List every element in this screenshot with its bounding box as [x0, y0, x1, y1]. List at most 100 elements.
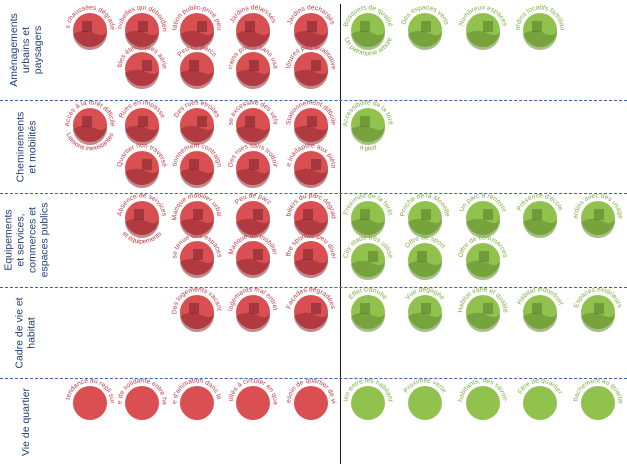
- photo-building-shape: [483, 303, 493, 314]
- photo-building-shape: [483, 209, 493, 220]
- photo-ground-shape: [236, 30, 271, 51]
- pos-badge-svg: Habitat varié et qualité: [457, 286, 509, 333]
- row-title-line: Equipements: [2, 209, 14, 271]
- neg-badge-svg: Manque de solidarité entre habitants: [116, 377, 168, 420]
- neg-badge-svg: Des chaussées dégradées: [64, 4, 116, 51]
- photo-building-shape: [197, 116, 207, 127]
- photo-building-shape: [197, 21, 207, 32]
- neg-badge-svg: Clôtures peu qualitatives: [285, 43, 337, 90]
- negative-photo-disc: [73, 386, 107, 420]
- row-separator: [0, 100, 627, 101]
- pos-badge-svg: Offre de commerces: [457, 234, 509, 281]
- pos-badge-svg: Offre de sport: [404, 234, 446, 281]
- neg-badge-svg: Une offre sportive peu diversifiée: [285, 232, 337, 279]
- row-title-line: urbains et: [20, 26, 33, 74]
- positive-photo-disc: [351, 386, 385, 420]
- positive-photo-disc: [466, 386, 500, 420]
- photo-ground-shape: [351, 30, 386, 51]
- neg-badge-svg: Des rues étroites: [173, 99, 221, 146]
- row-title-line: Cadre de vie et: [14, 296, 26, 369]
- pos-badge-svg: Présence d'école: [516, 192, 564, 239]
- neg-badge-svg: Rue inadaptée aux piétons: [285, 142, 337, 189]
- photo-building-shape: [142, 60, 152, 71]
- neg-badge-svg: Difficultés à circuler en quartier: [227, 377, 279, 420]
- neg-badge-svg: Des rues sans trottoir: [227, 142, 279, 189]
- photo-building-shape: [311, 60, 321, 71]
- photo-ground-shape: [180, 69, 215, 90]
- positive-photo-disc: [408, 386, 442, 420]
- photo-building-shape: [249, 159, 259, 170]
- row-title-line: espaces publics: [38, 202, 50, 278]
- row-separator: [0, 287, 627, 288]
- negative-photo-disc: [236, 386, 270, 420]
- pos-badge-svg: Fête de quartier: [517, 377, 564, 420]
- neg-badge-svg: Manque mobilier urbain: [171, 192, 223, 239]
- pos-badge-svg: Nombreux espaces: [458, 4, 508, 51]
- negative-positive-divider: [340, 4, 341, 464]
- photo-ground-shape: [523, 218, 558, 239]
- neg-badge-svg: Une tendance au repli sur soi: [64, 377, 116, 420]
- row-title-vie-de-quartier: Vie de quartier: [0, 378, 52, 466]
- photo-ground-shape: [294, 218, 329, 239]
- neg-badge-svg: Mobiliers du parc dégradés: [285, 192, 337, 239]
- photo-building-shape: [311, 303, 321, 314]
- photo-building-shape: [303, 249, 313, 260]
- badge-label-bottom: à pied: [359, 144, 378, 152]
- photo-building-shape: [189, 303, 199, 314]
- photo-building-shape: [532, 21, 542, 32]
- pos-badge-svg: Lien entre les habitants: [342, 377, 394, 420]
- neg-badge-svg: Stationnement difficile: [285, 99, 337, 146]
- pos-badge-svg: Vue dégagée: [404, 286, 446, 333]
- photo-building-shape: [360, 116, 370, 127]
- neg-badge-svg: Peu de parcs: [176, 43, 218, 90]
- neg-badge-svg: Terrains privés sans usage: [227, 43, 279, 90]
- photo-ground-shape: [73, 125, 108, 146]
- photo-building-shape: [594, 303, 604, 314]
- row-separator: [0, 378, 627, 379]
- photo-ground-shape: [236, 218, 271, 239]
- photo-building-shape: [249, 303, 259, 314]
- pos-badge-svg: Des habitants, des savoir-faire: [457, 377, 509, 420]
- photo-ground-shape: [125, 218, 160, 239]
- neg-badge-svg: Des logements vacants: [171, 286, 223, 333]
- photo-building-shape: [483, 21, 493, 32]
- row-title-text: Aménagements urbains et paysagers: [8, 13, 44, 87]
- photo-building-shape: [253, 209, 263, 220]
- neg-badge-svg: Vitesse excessive des véhicules: [227, 99, 279, 146]
- photo-building-shape: [82, 21, 92, 32]
- row-separator: [0, 193, 627, 194]
- photo-ground-shape: [408, 312, 443, 333]
- photo-building-shape: [421, 209, 431, 220]
- row-title-text: Vie de quartier: [20, 388, 32, 456]
- photo-ground-shape: [294, 30, 329, 51]
- pos-badge-svg: Attachement au quartier: [572, 377, 624, 420]
- row-title-line: Cheminements: [14, 111, 26, 182]
- photo-building-shape: [249, 60, 259, 71]
- neg-badge-svg: Peu de parc: [234, 192, 273, 239]
- row-title-cheminements-et-mobilites: Cheminements et mobilités: [0, 100, 52, 193]
- positive-photo-disc: [523, 386, 557, 420]
- pos-badge-svg: Proximité verte: [403, 377, 448, 420]
- pos-badge-svg: Jardins avec des usages: [572, 192, 624, 239]
- photo-building-shape: [82, 116, 92, 127]
- photo-ground-shape: [466, 312, 501, 333]
- photo-ground-shape: [125, 125, 160, 146]
- row-title-amenagements-urbains-et-paysagers: Aménagements urbains et paysagers: [0, 0, 52, 100]
- negative-photo-disc: [294, 386, 328, 420]
- row-title-line: et services,: [14, 213, 26, 267]
- photo-ground-shape: [294, 69, 329, 90]
- photo-building-shape: [138, 116, 148, 127]
- photo-building-shape: [311, 159, 321, 170]
- photo-building-shape: [594, 209, 604, 220]
- photo-building-shape: [532, 303, 542, 314]
- photo-ground-shape: [408, 260, 443, 281]
- neg-badge-svg: Câbles électriques aériens: [116, 43, 168, 90]
- neg-badge-svg: Rues en impasse: [118, 99, 166, 146]
- photo-ground-shape: [351, 260, 386, 281]
- positive-photo-disc: [581, 386, 615, 420]
- photo-building-shape: [421, 21, 431, 32]
- photo-building-shape: [307, 21, 317, 32]
